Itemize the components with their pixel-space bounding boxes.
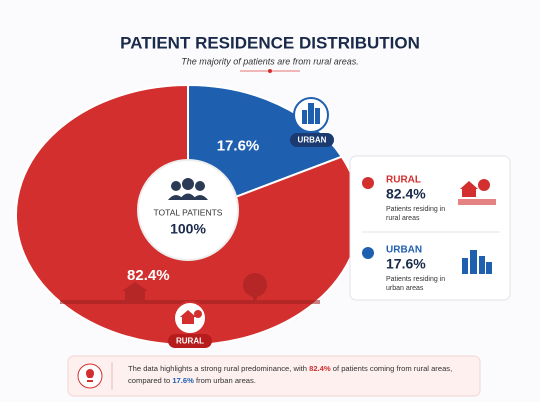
center-circle [137,159,239,261]
footer-box [67,355,481,397]
divider-dot [268,69,272,73]
bulb [86,369,94,382]
slice-label: 17.6% [217,137,260,154]
chart-title: PATIENT RESIDENCE DISTRIBUTION [120,33,420,52]
farm-icon [180,310,202,324]
footer-urban-value: 17.6% [172,376,194,385]
urban-badge [290,133,334,147]
urban-badge-label: URBAN [298,136,327,145]
legend-description-line: urban areas [386,285,424,292]
legend-dot [362,177,374,189]
rural-badge-label: RURAL [176,337,204,346]
rural-badge [168,334,212,348]
legend-farm-icon [458,179,496,205]
legend-buildings-icon [462,250,492,274]
legend-description: Patients residing in rural areas [386,206,445,222]
buildings-icon [302,103,320,124]
people-icon [168,178,208,200]
legend-dot [362,247,374,259]
footer-rural-value: 82.4% [309,364,331,373]
footer-text: The data highlights a strong rural predo… [128,363,468,387]
legend-value: 82.4% [386,186,426,202]
legend-description: Patients residing in urban areas [386,276,445,292]
legend-name: RURAL [386,175,421,186]
footer-before: The data highlights a strong rural predo… [128,364,310,373]
footer-after: from urban areas. [193,376,256,385]
legend-description-line: rural areas [386,215,420,222]
legend-value: 17.6% [386,256,426,272]
legend-description-line: Patients residing in [386,276,445,283]
center-total: 100% [170,221,206,237]
center-title: TOTAL PATIENTS [154,207,223,217]
chart-subtitle: The majority of patients are from rural … [181,56,359,66]
slice-label: 82.4% [127,267,170,284]
footer-middle: of patients coming from rural areas, com… [128,364,453,385]
legend-description-line: Patients residing in [386,206,445,213]
legend-name: URBAN [386,245,422,256]
